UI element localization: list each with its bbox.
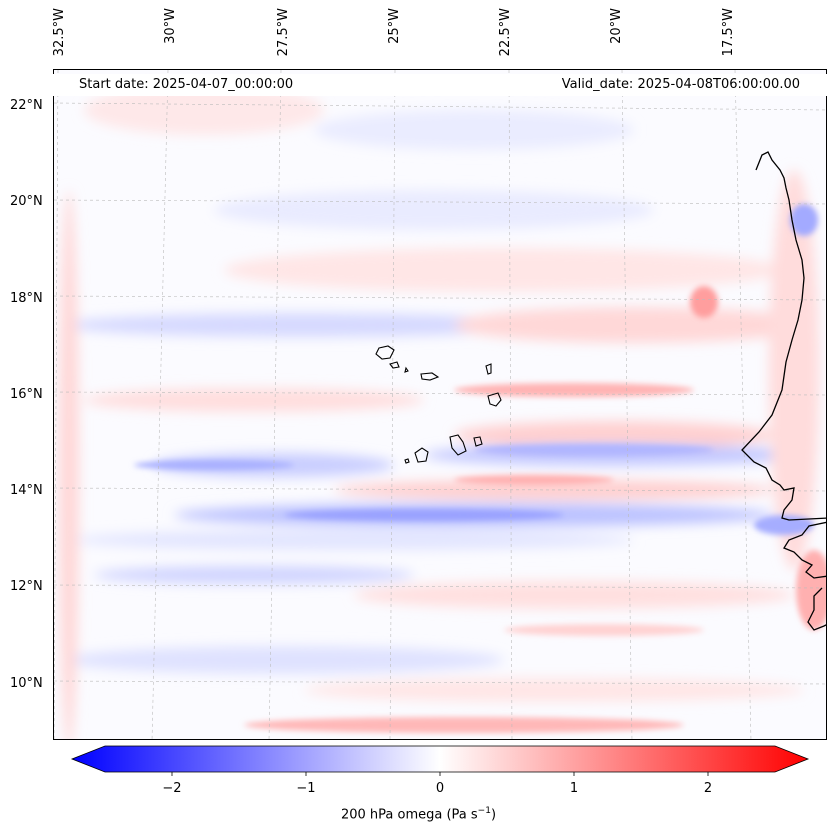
date-header-bar	[53, 74, 827, 96]
lat-label-10n: 10°N	[10, 676, 43, 691]
africa-coastline	[741, 151, 826, 631]
gridlines	[54, 70, 826, 739]
lon-label-32-5w: 32.5°W	[52, 8, 67, 57]
lon-label-30w: 30°W	[163, 8, 178, 44]
lat-label-20n: 20°N	[10, 194, 43, 209]
start-date-label: Start date: 2025-04-07_00:00:00	[79, 77, 294, 92]
colorbar-label: 200 hPa omega (Pa s−1)	[340, 806, 497, 823]
lat-label-18n: 18°N	[10, 291, 43, 306]
colorbar-tick-label: 1	[569, 781, 579, 796]
lon-label-20w: 20°W	[609, 8, 624, 44]
lat-label-16n: 16°N	[10, 387, 43, 402]
lon-label-27-5w: 27.5°W	[276, 8, 291, 57]
colorbar-tick-label: 2	[703, 781, 713, 796]
lat-label-12n: 12°N	[10, 579, 43, 594]
lon-label-17-5w: 17.5°W	[721, 8, 736, 57]
map-panel[interactable]	[53, 69, 827, 740]
cape-verde-islands	[375, 345, 502, 464]
lon-label-22-5w: 22.5°W	[498, 8, 513, 57]
colorbar-tick-label: 0	[435, 781, 445, 796]
valid-date-label: Valid_date: 2025-04-08T06:00:00.00	[561, 77, 800, 92]
colorbar-ticks	[171, 772, 709, 776]
lon-label-25w: 25°W	[387, 8, 402, 44]
lat-label-14n: 14°N	[10, 483, 43, 498]
colorbar-tick-label: −1	[296, 781, 316, 796]
omega-field	[54, 70, 826, 739]
lat-label-22n: 22°N	[10, 98, 43, 113]
colorbar-tick-label: −2	[162, 781, 182, 796]
